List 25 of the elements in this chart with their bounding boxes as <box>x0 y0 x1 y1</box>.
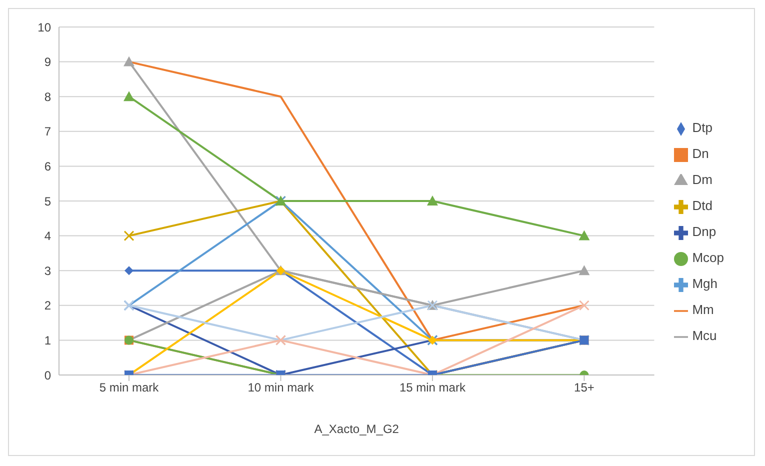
legend-label: Dnp <box>692 224 716 239</box>
legend-label: Mcop <box>692 250 724 265</box>
y-tick-label: 10 <box>38 20 52 34</box>
y-tick-label: 3 <box>44 264 52 278</box>
legend-label: Dtd <box>692 198 712 213</box>
x-axis-title: A_Xacto_M_G2 <box>314 422 400 436</box>
x-tick-label: 5 min mark <box>99 380 160 395</box>
x-tick-label: 15+ <box>574 380 594 395</box>
x-tick-label: 15 min mark <box>399 380 466 395</box>
legend-label: Mm <box>692 302 714 317</box>
y-tick-label: 5 <box>44 194 52 208</box>
legend-label: Mcu <box>692 328 717 343</box>
y-tick-label: 1 <box>44 333 52 348</box>
y-tick-label: 9 <box>44 55 52 70</box>
y-tick-label: 6 <box>44 159 52 174</box>
y-tick-label: 0 <box>44 368 52 382</box>
legend-label: Mgh <box>692 276 718 291</box>
y-tick-label: 2 <box>44 298 52 313</box>
legend-label: Dtp <box>692 120 712 135</box>
legend-label: Dn <box>692 146 709 161</box>
y-tick-label: 7 <box>44 124 52 139</box>
legend-label: Dm <box>692 172 712 187</box>
x-tick-label: 10 min mark <box>248 380 315 395</box>
y-tick-label: 4 <box>44 229 52 244</box>
y-tick-label: 8 <box>44 90 52 104</box>
